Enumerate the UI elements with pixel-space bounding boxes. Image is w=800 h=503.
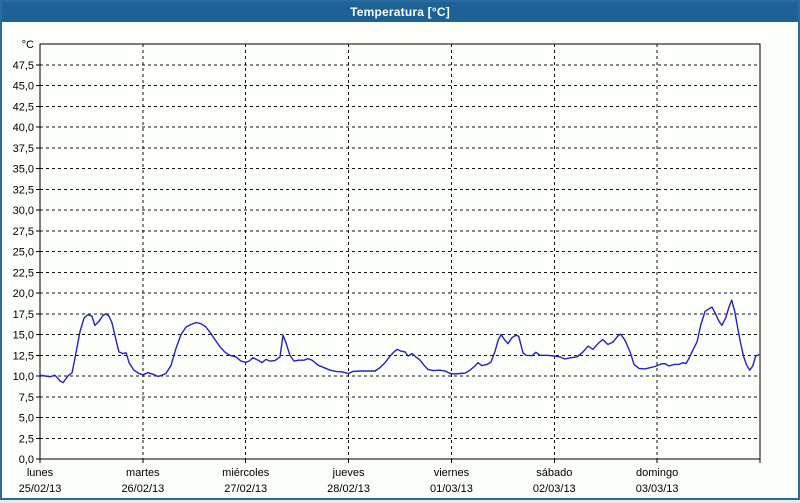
chart-canvas: 0,0 2,5 5,0 7,5 10,0 12,5 15,0 17,5 20,0 22,5 25,0…: [13, 39, 761, 495]
y-tick-label: 17,5: [13, 309, 34, 321]
y-tick-label: 10,0: [13, 371, 34, 383]
y-tick-label: 37,5: [13, 143, 34, 155]
y-tick-label: 27,5: [13, 226, 34, 238]
y-tick-label: 47,5: [13, 60, 34, 72]
x-day-name-label: miércoles: [222, 467, 270, 479]
title-bar: Temperatura [°C]: [2, 2, 798, 22]
x-day-name-label: domingo: [636, 467, 678, 479]
y-tick-label: 40,0: [13, 122, 34, 134]
y-axis-unit-label: °C: [22, 39, 34, 51]
x-day-date-label: 02/03/13: [533, 483, 576, 495]
y-tick-label: 20,0: [13, 288, 34, 300]
y-tick-label: 5,0: [19, 413, 34, 425]
temperature-line: [39, 299, 760, 384]
x-day-date-label: 26/02/13: [121, 483, 164, 495]
y-tick-label: 0,0: [19, 454, 34, 466]
y-tick-label: 12,5: [13, 350, 34, 362]
temperature-chart: 0,0 2,5 5,0 7,5 10,0 12,5 15,0 17,5 20,0 22,5 25,0…: [2, 22, 798, 498]
y-tick-label: 22,5: [13, 267, 34, 279]
x-day-date-label: 03/03/13: [636, 483, 679, 495]
x-day-date-label: 25/02/13: [19, 483, 62, 495]
y-tick-label: 25,0: [13, 247, 34, 259]
x-day-date-label: 27/02/13: [224, 483, 267, 495]
x-day-name-label: martes: [126, 467, 160, 479]
x-day-name-label: jueves: [332, 467, 365, 479]
y-tick-label: 42,5: [13, 101, 34, 113]
y-tick-label: 2,5: [19, 433, 34, 445]
x-day-date-label: 01/03/13: [430, 483, 473, 495]
x-day-name-label: sábado: [536, 467, 572, 479]
plot-area-border: [39, 43, 761, 460]
x-day-date-label: 28/02/13: [327, 483, 370, 495]
y-tick-label: 32,5: [13, 184, 34, 196]
y-tick-label: 30,0: [13, 205, 34, 217]
y-tick-label: 15,0: [13, 330, 34, 342]
y-tick-label: 45,0: [13, 81, 34, 93]
y-tick-label: 35,0: [13, 164, 34, 176]
x-day-name-label: viernes: [434, 467, 470, 479]
window-title: Temperatura [°C]: [350, 5, 450, 19]
y-tick-label: 7,5: [19, 392, 34, 404]
x-day-name-label: lunes: [27, 467, 54, 479]
